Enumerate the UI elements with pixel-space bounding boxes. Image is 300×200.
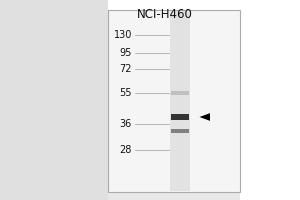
Bar: [171, 129, 189, 133]
Text: 72: 72: [119, 64, 132, 74]
Polygon shape: [200, 113, 210, 121]
Bar: [171, 91, 189, 95]
Bar: [108, 10, 240, 192]
Text: 28: 28: [120, 145, 132, 155]
Text: 55: 55: [119, 88, 132, 98]
Text: NCI-H460: NCI-H460: [137, 8, 193, 21]
Text: 36: 36: [120, 119, 132, 129]
Bar: [108, 192, 240, 200]
Text: 130: 130: [114, 30, 132, 40]
Bar: [171, 114, 189, 120]
Text: 95: 95: [120, 48, 132, 58]
Bar: [170, 11, 190, 191]
Bar: [0, 0, 108, 200]
